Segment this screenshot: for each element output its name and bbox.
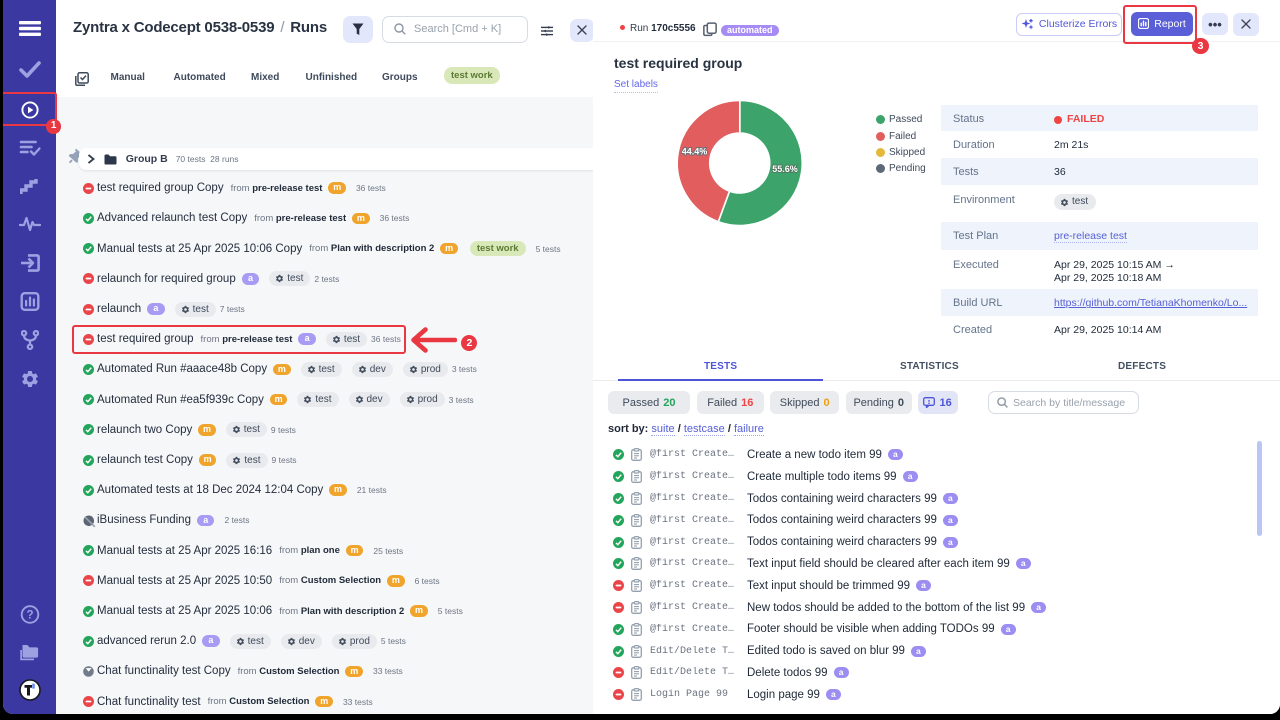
- svg-text:?: ?: [26, 610, 33, 622]
- svg-text:55.6%: 55.6%: [772, 164, 798, 174]
- svg-text:44.4%: 44.4%: [682, 147, 708, 157]
